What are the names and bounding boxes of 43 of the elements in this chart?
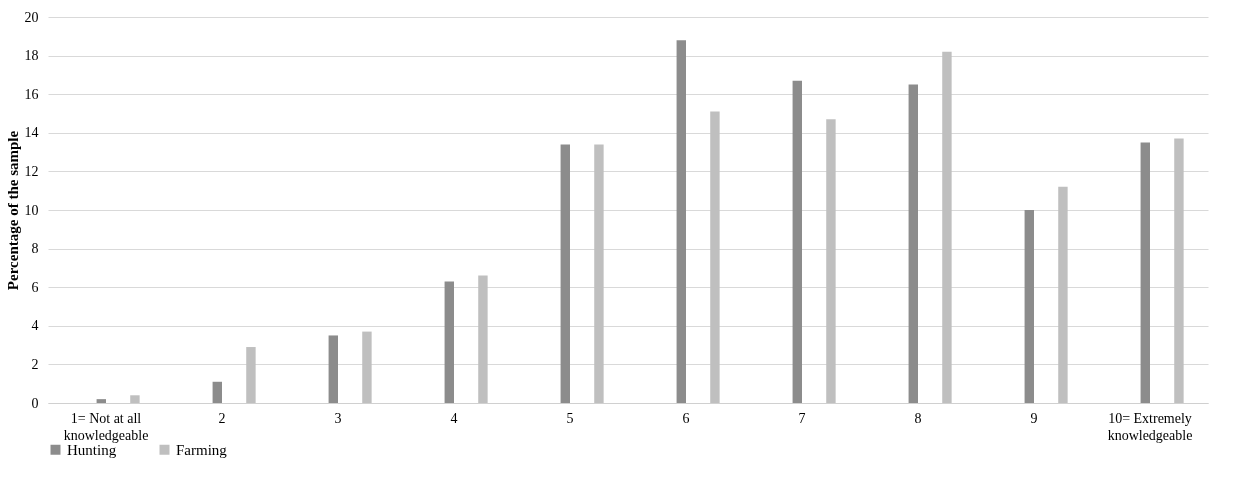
y-tick-label: 6 [31, 279, 39, 295]
x-tick-label: 5 [566, 410, 574, 426]
bar [942, 51, 952, 403]
x-tick-label: 3 [334, 410, 342, 426]
bar [792, 80, 802, 403]
bar [1024, 210, 1034, 403]
bar [676, 40, 686, 403]
bar [328, 335, 338, 403]
bar [1174, 138, 1184, 403]
y-tick-label: 16 [24, 86, 39, 102]
bar [130, 395, 140, 403]
bar [1140, 142, 1150, 403]
bar [362, 331, 372, 403]
x-tick-label: 8 [914, 410, 922, 426]
y-tick-label: 8 [31, 241, 39, 257]
bar [478, 275, 488, 403]
legend-label: Farming [176, 441, 228, 458]
y-tick-label: 12 [24, 163, 39, 179]
y-tick-label: 14 [24, 125, 39, 141]
y-tick-label: 10 [24, 202, 39, 218]
bar [1058, 186, 1068, 403]
bar [560, 144, 570, 403]
y-tick-label: 20 [24, 9, 39, 25]
bar [908, 84, 918, 403]
bar [246, 347, 256, 403]
y-tick-label: 18 [24, 48, 39, 64]
x-tick-label: 1= Not at all knowledgeable [63, 410, 149, 443]
x-tick-label: 7 [798, 410, 806, 426]
x-tick-label: 10= Extremely knowledgeable [1107, 410, 1193, 443]
bar [96, 399, 106, 403]
bar [594, 144, 604, 403]
x-tick-label: 6 [682, 410, 690, 426]
bar [710, 111, 720, 403]
bar [444, 281, 454, 403]
y-tick-label: 4 [31, 318, 39, 334]
bar [826, 119, 836, 403]
x-tick-label: 9 [1030, 410, 1038, 426]
x-tick-label: 4 [450, 410, 458, 426]
y-tick-label: 2 [31, 356, 39, 372]
y-axis-title: Percentage of the sample [4, 130, 21, 291]
y-tick-label: 0 [31, 395, 39, 411]
x-tick-label: 2 [218, 410, 226, 426]
bar [212, 381, 222, 403]
